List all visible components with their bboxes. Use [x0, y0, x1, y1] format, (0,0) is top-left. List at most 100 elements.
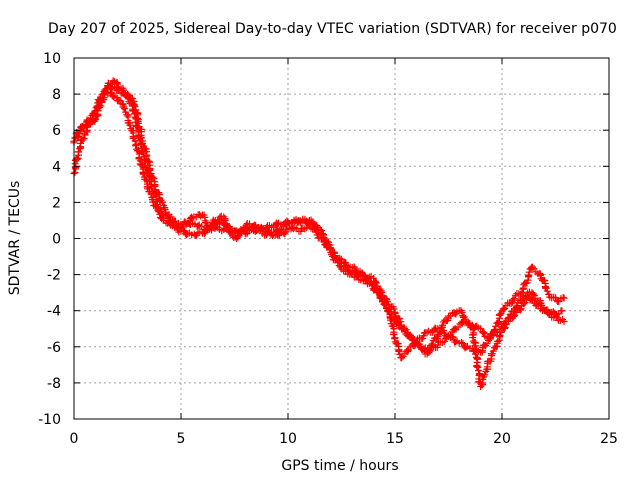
- data-point: [132, 142, 140, 150]
- data-point: [326, 245, 334, 253]
- data-point: [481, 371, 489, 379]
- data-point: [452, 338, 460, 346]
- data-point: [521, 293, 529, 301]
- data-point: [250, 221, 258, 229]
- data-point: [96, 96, 104, 104]
- data-point: [197, 212, 205, 220]
- data-point: [560, 294, 568, 302]
- data-point: [73, 134, 81, 142]
- x-tick-label: 5: [177, 431, 186, 447]
- data-point: [497, 328, 505, 336]
- data-point: [399, 352, 407, 360]
- data-point: [489, 347, 497, 355]
- data-point: [501, 325, 509, 333]
- data-point: [133, 122, 141, 130]
- data-point: [317, 226, 325, 234]
- data-point: [74, 148, 82, 156]
- data-point: [142, 164, 150, 172]
- y-tick-label: 8: [52, 87, 61, 103]
- data-point: [463, 318, 471, 326]
- series-layer: [70, 77, 568, 391]
- data-point: [149, 173, 157, 181]
- data-point: [489, 330, 497, 338]
- data-point: [529, 290, 537, 298]
- data-point: [458, 339, 466, 347]
- data-point: [368, 281, 376, 289]
- data-point: [492, 322, 500, 330]
- data-point: [306, 221, 314, 229]
- data-point: [86, 114, 94, 122]
- data-point: [398, 354, 406, 362]
- y-tick-label: 0: [52, 232, 61, 248]
- y-tick-label: -8: [47, 376, 61, 392]
- data-point: [80, 134, 88, 142]
- y-axis-label: SDTVAR / TECUs: [7, 181, 23, 296]
- data-point: [153, 200, 161, 208]
- data-point: [158, 211, 166, 219]
- data-point: [274, 232, 282, 240]
- data-point: [436, 328, 444, 336]
- data-point: [109, 93, 117, 101]
- data-point: [374, 289, 382, 297]
- data-point: [447, 331, 455, 339]
- x-tick-label: 15: [386, 431, 404, 447]
- data-point: [135, 133, 143, 141]
- data-point: [224, 223, 232, 231]
- data-point: [73, 155, 81, 163]
- data-point: [318, 234, 326, 242]
- x-tick-label: 0: [70, 431, 79, 447]
- data-point: [385, 307, 393, 315]
- data-point: [440, 338, 448, 346]
- data-point: [483, 340, 491, 348]
- data-point: [472, 350, 480, 358]
- data-point: [138, 148, 146, 156]
- data-point: [208, 223, 216, 231]
- data-point: [525, 268, 533, 276]
- data-point: [507, 300, 515, 308]
- data-point: [505, 313, 513, 321]
- data-point: [361, 276, 369, 284]
- data-point: [552, 313, 560, 321]
- data-point: [390, 331, 398, 339]
- data-point: [471, 347, 479, 355]
- y-tick-label: 2: [52, 195, 61, 211]
- data-point: [242, 221, 250, 229]
- data-point: [513, 302, 521, 310]
- y-tick-label: -2: [47, 268, 61, 284]
- data-point: [529, 263, 537, 271]
- x-tick-label: 10: [279, 431, 297, 447]
- data-point: [258, 224, 266, 232]
- data-point: [393, 319, 401, 327]
- data-point: [310, 225, 318, 233]
- data-point: [496, 311, 504, 319]
- data-point: [265, 226, 273, 234]
- x-axis-label: GPS time / hours: [281, 458, 398, 474]
- data-point: [494, 337, 502, 345]
- data-point: [101, 86, 109, 94]
- data-point: [390, 313, 398, 321]
- data-point: [390, 305, 398, 313]
- y-tick-label: -6: [47, 340, 61, 356]
- data-point: [194, 222, 202, 230]
- data-point: [377, 294, 385, 302]
- data-point: [136, 136, 144, 144]
- data-point: [126, 121, 134, 129]
- data-point: [408, 336, 416, 344]
- data-point: [458, 308, 466, 316]
- x-tick-label: 25: [600, 431, 618, 447]
- data-point: [347, 269, 355, 277]
- ticks: 0 5 10 15 20 25 -10 -8 -6 -4 -2 0 2 4 6 8 10: [38, 51, 618, 447]
- data-point: [538, 301, 546, 309]
- data-point: [115, 96, 123, 104]
- data-point: [394, 320, 402, 328]
- data-point: [530, 292, 538, 300]
- data-point: [473, 362, 481, 370]
- data-point: [334, 258, 342, 266]
- y-tick-label: -4: [47, 304, 61, 320]
- y-tick-label: 4: [52, 159, 61, 175]
- data-point: [130, 110, 138, 118]
- data-point: [370, 274, 378, 282]
- data-point: [184, 230, 192, 238]
- data-point: [516, 306, 524, 314]
